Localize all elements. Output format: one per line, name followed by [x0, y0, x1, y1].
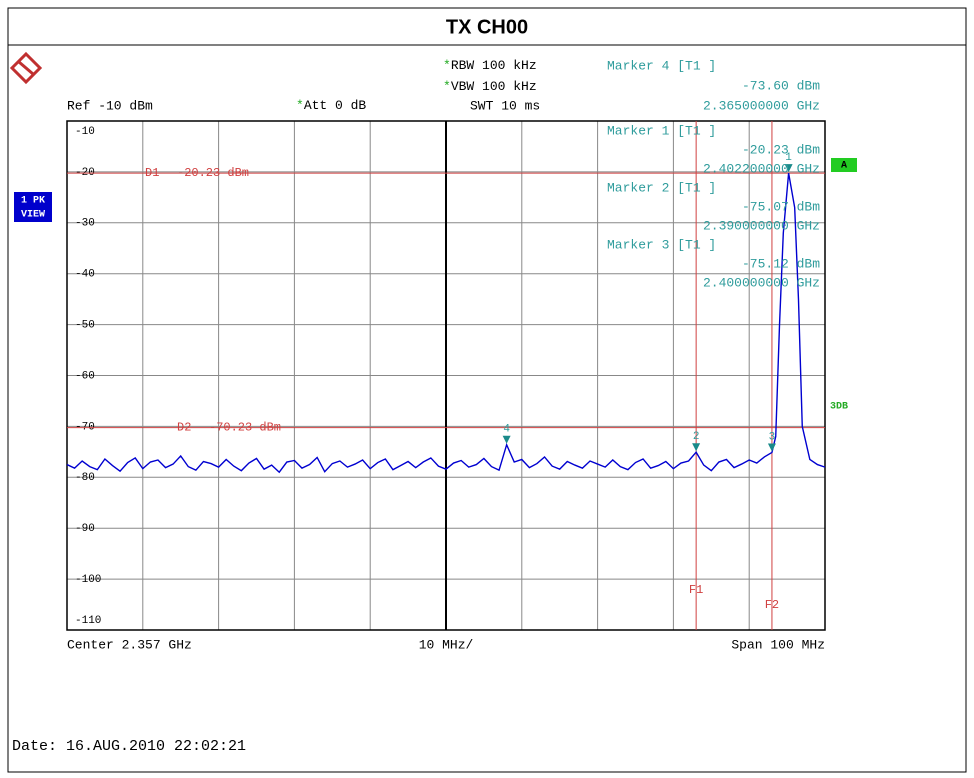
frequency-line-label: F1	[689, 583, 703, 597]
y-tick-label: -60	[75, 370, 95, 382]
marker-name: Marker 1 [T1 ]	[607, 123, 716, 138]
marker-id: 1	[785, 152, 792, 164]
y-tick-label: -40	[75, 269, 95, 281]
a-badge-text: A	[841, 161, 847, 172]
chart-title: TX CH00	[446, 16, 528, 38]
plot-border	[66, 120, 826, 631]
rbw: *RBW 100 kHz	[443, 58, 537, 73]
sweep-time: SWT 10 ms	[470, 98, 540, 113]
coupled-mark: *	[296, 98, 304, 113]
coupled-mark: *	[443, 58, 451, 73]
marker-value: -20.23 dBm	[742, 142, 820, 157]
marker-id: 4	[503, 424, 510, 436]
y-tick-label: -80	[75, 472, 95, 484]
date: Date: 16.AUG.2010 22:02:21	[12, 738, 246, 755]
marker-triangle	[767, 443, 776, 452]
y-tick-label: -110	[75, 615, 101, 627]
y-tick-label: -100	[75, 574, 101, 586]
display-line-name: D2	[177, 421, 191, 435]
a-badge	[831, 158, 857, 172]
marker-value: -75.07 dBm	[742, 199, 820, 214]
marker-name: Marker 2 [T1 ]	[607, 180, 716, 195]
ref-level: Ref -10 dBm	[67, 98, 153, 113]
center-freq: Center 2.357 GHz	[67, 637, 192, 652]
display-line-label: -70.23 dBm	[209, 421, 281, 435]
badge-text: 1 PK	[21, 196, 45, 207]
frequency-line-label: F2	[765, 598, 779, 612]
marker-frequency: 2.400000000 GHz	[703, 275, 820, 290]
span: Span 100 MHz	[731, 637, 825, 652]
threshold-label: 3DB	[830, 402, 848, 413]
frame	[7, 7, 967, 773]
coupled-mark: *	[443, 79, 451, 94]
vbw: *VBW 100 kHz	[443, 79, 537, 94]
display-line-name: D1	[145, 166, 159, 180]
marker-id: 2	[693, 431, 700, 443]
span-per-div: 10 MHz/	[419, 637, 474, 652]
marker-frequency: 2.365000000 GHz	[703, 98, 820, 113]
marker-triangle	[502, 435, 511, 444]
y-tick-label: -10	[75, 126, 95, 138]
marker-frequency: 2.402200000 GHz	[703, 161, 820, 176]
trace-badge: 1 PK VIEW	[14, 192, 52, 222]
marker-name: Marker 3 [T1 ]	[607, 237, 716, 252]
y-tick-label: -50	[75, 320, 95, 332]
marker-frequency: 2.390000000 GHz	[703, 218, 820, 233]
attenuation: *Att 0 dB	[296, 98, 366, 113]
marker-value: -75.12 dBm	[742, 256, 820, 271]
y-tick-label: -30	[75, 218, 95, 230]
display-line-label: -20.23 dBm	[177, 166, 249, 180]
marker-name: Marker 4 [T1 ]	[607, 58, 716, 73]
rs-logo	[9, 51, 43, 85]
marker-triangle	[692, 443, 701, 452]
marker-id: 3	[769, 431, 776, 443]
vbw-text: VBW 100 kHz	[451, 79, 537, 94]
trace	[66, 172, 826, 474]
y-tick-label: -90	[75, 523, 95, 535]
badge-text: VIEW	[21, 210, 45, 221]
att-text: Att 0 dB	[304, 98, 367, 113]
marker-triangle	[784, 164, 793, 173]
rbw-text: RBW 100 kHz	[451, 58, 537, 73]
marker-value: -73.60 dBm	[742, 78, 820, 93]
